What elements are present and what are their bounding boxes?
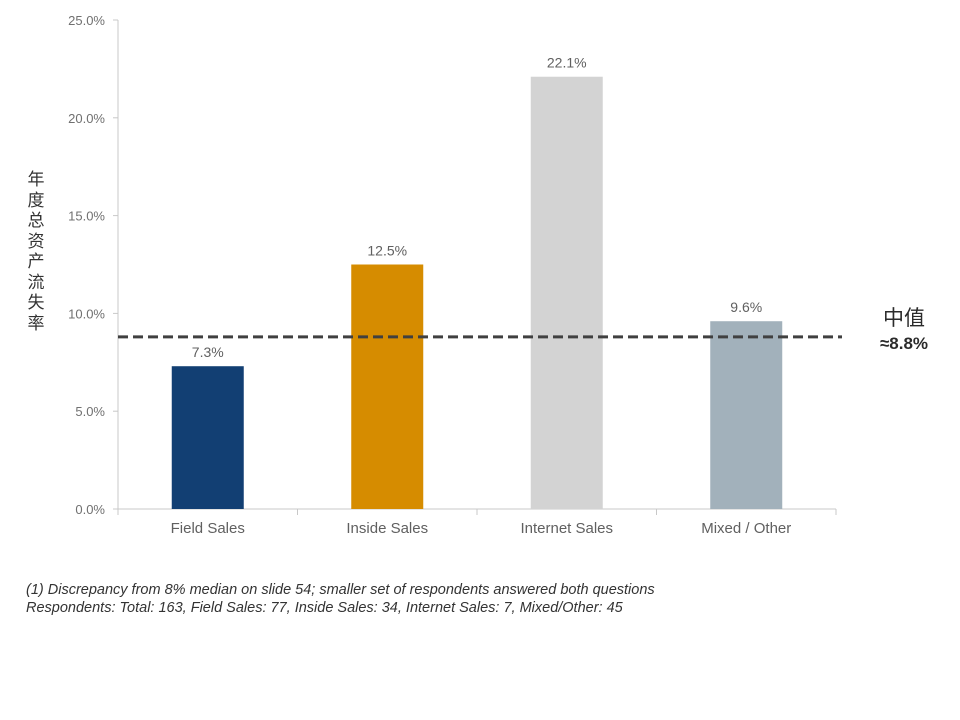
bar	[710, 321, 783, 509]
category-label: Mixed / Other	[701, 520, 791, 537]
median-title: 中值	[883, 306, 925, 330]
y-axis-label-char: 失	[27, 293, 45, 313]
data-label: 9.6%	[730, 299, 762, 315]
y-axis-label-char: 资	[27, 231, 45, 252]
y-axis: 0.0% 5.0% 10.0% 15.0% 20.0% 25.0%	[68, 13, 118, 517]
y-axis-label: 年度总资产流失率	[26, 170, 46, 334]
y-axis-label-char: 率	[27, 313, 45, 334]
category-label: Inside Sales	[346, 520, 428, 537]
footnote-line-1: (1) Discrepancy from 8% median on slide …	[26, 582, 655, 598]
data-labels: 7.3% 12.5% 22.1% 9.6%	[192, 55, 762, 360]
category-label: Field Sales	[171, 520, 245, 537]
y-tick-label: 20.0%	[68, 111, 105, 126]
y-tick-label: 15.0%	[68, 209, 105, 224]
y-tick-label: 0.0%	[75, 502, 105, 517]
category-label: Internet Sales	[520, 520, 613, 537]
data-label: 7.3%	[192, 344, 224, 360]
median-value: ≈8.8%	[879, 334, 929, 353]
bar	[530, 76, 603, 509]
y-axis-label-char: 度	[27, 190, 45, 211]
y-tick-label: 25.0%	[68, 13, 105, 28]
y-axis-label-char: 流	[27, 272, 45, 293]
data-label: 12.5%	[367, 243, 407, 259]
y-tick-label: 10.0%	[68, 306, 105, 321]
x-axis-ticks	[117, 509, 837, 515]
footnote: (1) Discrepancy from 8% median on slide …	[26, 581, 926, 617]
y-axis-label-char: 年	[27, 170, 45, 190]
data-label: 22.1%	[547, 55, 587, 71]
bars	[171, 76, 783, 509]
footnote-line-2: Respondents: Total: 163, Field Sales: 77…	[26, 600, 623, 616]
y-axis-label-char: 总	[27, 211, 45, 231]
y-axis-label-char: 产	[27, 252, 45, 272]
median-annotation: 中值 ≈8.8%	[862, 302, 946, 354]
bar	[351, 264, 424, 509]
category-labels: Field Sales Inside Sales Internet Sales Mix…	[171, 520, 792, 537]
bar	[171, 366, 244, 509]
y-tick-label: 5.0%	[75, 404, 105, 419]
